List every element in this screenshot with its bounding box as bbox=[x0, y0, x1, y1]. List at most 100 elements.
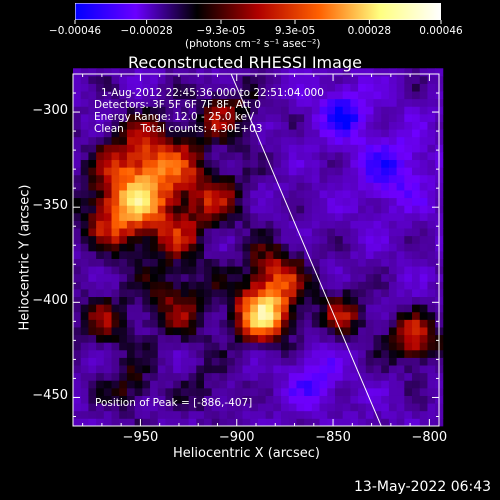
heatmap-cell bbox=[358, 327, 367, 336]
heatmap-cell bbox=[73, 311, 82, 320]
heatmap-cell bbox=[404, 113, 413, 122]
heatmap-cell bbox=[188, 228, 197, 237]
heatmap-cell bbox=[358, 258, 367, 267]
heatmap-cell bbox=[427, 235, 436, 244]
heatmap-cell bbox=[211, 98, 220, 107]
heatmap-cell bbox=[365, 410, 374, 419]
heatmap-cell bbox=[157, 129, 166, 138]
heatmap-cell bbox=[234, 68, 243, 77]
heatmap-cell bbox=[388, 357, 398, 366]
heatmap-cell bbox=[281, 387, 290, 396]
heatmap-cell bbox=[419, 304, 428, 313]
heatmap-cell bbox=[342, 289, 351, 298]
heatmap-cell bbox=[88, 220, 97, 229]
heatmap-cell bbox=[180, 403, 189, 412]
heatmap-cell bbox=[196, 403, 205, 412]
heatmap-cell bbox=[281, 327, 290, 336]
heatmap-image bbox=[73, 68, 444, 427]
heatmap-cell bbox=[180, 174, 189, 183]
heatmap-cell bbox=[173, 403, 182, 412]
heatmap-cell bbox=[119, 395, 128, 404]
heatmap-cell bbox=[381, 83, 390, 92]
heatmap-cell bbox=[211, 289, 220, 298]
heatmap-cell bbox=[273, 311, 282, 320]
heatmap-cell bbox=[80, 174, 89, 183]
heatmap-cell bbox=[281, 83, 290, 92]
heatmap-cell bbox=[311, 220, 320, 229]
heatmap-cell bbox=[404, 159, 413, 168]
heatmap-cell bbox=[427, 387, 436, 396]
heatmap-cell bbox=[134, 113, 143, 122]
heatmap-cell bbox=[427, 144, 436, 153]
heatmap-cell bbox=[257, 243, 267, 252]
heatmap-cell bbox=[165, 243, 174, 252]
heatmap-cell bbox=[211, 243, 220, 252]
heatmap-cell bbox=[342, 327, 351, 336]
axis-ticks bbox=[73, 73, 439, 426]
heatmap-cell bbox=[350, 387, 359, 396]
heatmap-cell bbox=[188, 357, 197, 366]
heatmap-cell bbox=[180, 182, 189, 191]
heatmap-cell bbox=[88, 296, 97, 305]
heatmap-cell bbox=[196, 235, 205, 244]
heatmap-cell bbox=[196, 136, 205, 145]
heatmap-cell bbox=[373, 380, 382, 389]
heatmap-cell bbox=[142, 365, 151, 374]
heatmap-cell bbox=[296, 418, 305, 427]
heatmap-cell bbox=[427, 273, 436, 282]
heatmap-cell bbox=[373, 410, 382, 419]
heatmap-cell bbox=[219, 342, 228, 351]
heatmap-cell bbox=[265, 98, 274, 107]
heatmap-cell bbox=[180, 250, 189, 259]
heatmap-cell bbox=[427, 91, 436, 100]
heatmap-cell bbox=[126, 281, 136, 290]
heatmap-cell bbox=[211, 136, 220, 145]
heatmap-cell bbox=[180, 380, 189, 389]
heatmap-cell bbox=[234, 304, 243, 313]
heatmap-cell bbox=[311, 410, 320, 419]
heatmap-cell bbox=[358, 250, 367, 259]
heatmap-cell bbox=[342, 266, 351, 275]
heatmap-cell bbox=[103, 327, 112, 336]
heatmap-cell bbox=[165, 212, 174, 221]
heatmap-cell bbox=[288, 258, 297, 267]
heatmap-cell bbox=[227, 380, 236, 389]
heatmap-cell bbox=[188, 289, 197, 298]
heatmap-cell bbox=[388, 144, 398, 153]
heatmap-cell bbox=[342, 304, 351, 313]
heatmap-cell bbox=[126, 83, 136, 92]
heatmap-cell bbox=[311, 121, 320, 130]
heatmap-cell bbox=[334, 152, 344, 161]
heatmap-cell bbox=[165, 281, 174, 290]
heatmap-cell bbox=[80, 152, 89, 161]
heatmap-cell bbox=[350, 174, 359, 183]
heatmap-cell bbox=[96, 197, 105, 206]
heatmap-cell bbox=[134, 167, 143, 176]
heatmap-cell bbox=[358, 281, 367, 290]
heatmap-cell bbox=[188, 258, 197, 267]
heatmap-cell bbox=[427, 380, 436, 389]
heatmap-cell bbox=[427, 349, 436, 358]
heatmap-cell bbox=[219, 334, 228, 343]
heatmap-cell bbox=[396, 144, 405, 153]
heatmap-cell bbox=[281, 403, 290, 412]
heatmap-cell bbox=[250, 220, 259, 229]
heatmap-cell bbox=[288, 220, 297, 229]
heatmap-cell bbox=[381, 68, 390, 77]
heatmap-cell bbox=[211, 129, 220, 138]
heatmap-cell bbox=[242, 349, 251, 358]
heatmap-cell bbox=[219, 136, 228, 145]
heatmap-cell bbox=[180, 83, 189, 92]
heatmap-cell bbox=[80, 243, 89, 252]
heatmap-cell bbox=[227, 159, 236, 168]
heatmap-cell bbox=[96, 152, 105, 161]
heatmap-cell bbox=[381, 372, 390, 381]
heatmap-cell bbox=[126, 387, 136, 396]
heatmap-cell bbox=[203, 342, 213, 351]
heatmap-cell bbox=[250, 289, 259, 298]
heatmap-cell bbox=[88, 235, 97, 244]
heatmap-cell bbox=[334, 68, 344, 77]
heatmap-cell bbox=[203, 266, 213, 275]
heatmap-cell bbox=[134, 365, 143, 374]
heatmap-cell bbox=[319, 357, 328, 366]
